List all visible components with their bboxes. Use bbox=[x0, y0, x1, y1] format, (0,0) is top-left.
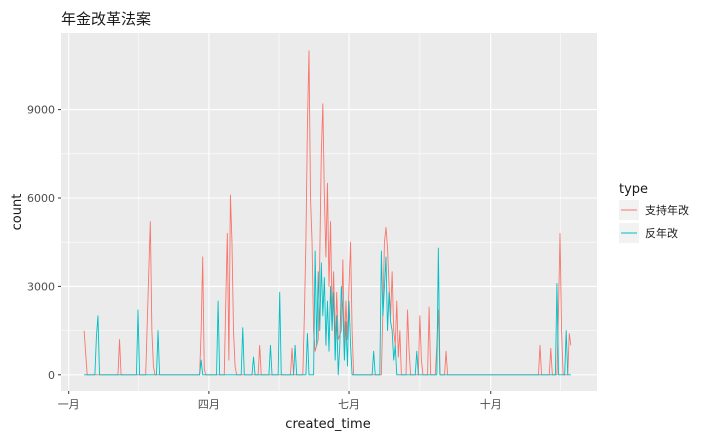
y-axis-title: count bbox=[10, 194, 25, 231]
x-axis-title: created_time bbox=[285, 417, 370, 432]
y-tick-label: 3000 bbox=[27, 280, 55, 293]
x-tick-label: 十月 bbox=[480, 397, 502, 411]
x-tick-label: 一月 bbox=[58, 398, 80, 411]
x-axis-ticks: 一月 四月 七月 十月 bbox=[58, 391, 502, 411]
legend-title: type bbox=[619, 182, 648, 197]
y-axis-ticks: 0 3000 6000 9000 bbox=[27, 104, 61, 382]
y-tick-label: 0 bbox=[48, 369, 55, 382]
series-lines bbox=[83, 50, 572, 376]
x-tick-label: 七月 bbox=[338, 398, 360, 411]
legend-label-1: 反年改 bbox=[645, 226, 678, 240]
y-tick-label: 6000 bbox=[27, 192, 55, 205]
series-line-1 bbox=[84, 247, 571, 376]
plot-panel bbox=[61, 33, 597, 391]
series-line-0 bbox=[83, 50, 572, 376]
x-tick-label: 四月 bbox=[198, 398, 220, 411]
y-tick-label: 9000 bbox=[27, 104, 55, 117]
legend-label-0: 支持年改 bbox=[645, 203, 689, 217]
chart-title: 年金改革法案 bbox=[61, 10, 151, 28]
